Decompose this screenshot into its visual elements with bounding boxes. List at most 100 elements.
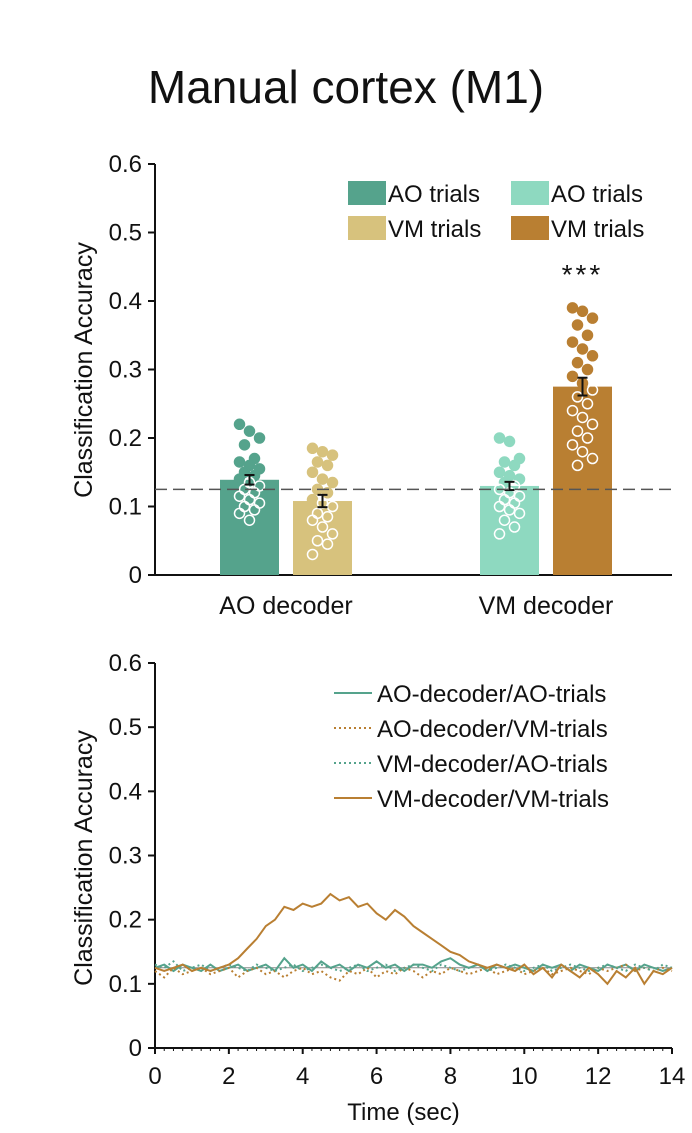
- data-point: [566, 439, 579, 451]
- bar-category-label: VM decoder: [479, 592, 614, 620]
- data-point: [321, 511, 334, 523]
- data-point: [306, 548, 319, 561]
- data-point: [576, 411, 589, 424]
- bar: [553, 386, 612, 575]
- data-point: [233, 473, 246, 485]
- line-x-tick-label: 8: [444, 1063, 457, 1090]
- data-point: [253, 432, 266, 444]
- bar-y-tick-label: 0.3: [109, 357, 142, 384]
- data-point: [576, 445, 589, 458]
- data-point: [581, 363, 594, 376]
- data-point: [306, 466, 319, 478]
- legend-label: AO trials: [388, 181, 480, 208]
- data-point: [326, 476, 339, 489]
- data-point: [311, 535, 324, 547]
- line-y-tick-label: 0.2: [109, 907, 142, 934]
- data-point: [581, 432, 594, 444]
- bar-y-axis-label: Classification Accuracy: [70, 242, 98, 498]
- data-point: [243, 425, 256, 437]
- bar-y-tick-label: 0.1: [109, 494, 142, 521]
- data-point: [326, 449, 339, 461]
- legend-label: AO trials: [551, 181, 643, 208]
- legend-label: AO-decoder/AO-trials: [377, 681, 606, 708]
- line-x-tick-label: 6: [370, 1063, 383, 1090]
- data-point: [493, 528, 506, 540]
- data-point: [493, 432, 506, 444]
- data-point: [586, 384, 599, 396]
- data-point: [566, 370, 579, 383]
- line-x-tick-label: 4: [296, 1063, 309, 1090]
- data-point: [503, 504, 516, 516]
- data-point: [316, 445, 329, 458]
- legend-swatch: [348, 181, 386, 205]
- data-point: [513, 473, 526, 485]
- line-x-tick-label: 10: [511, 1063, 538, 1090]
- legend-swatch: [348, 216, 386, 240]
- bar-y-tick-label: 0.4: [109, 288, 142, 315]
- line-x-tick-label: 0: [148, 1063, 161, 1090]
- legend-swatch: [511, 181, 549, 205]
- data-point: [566, 404, 579, 417]
- line-y-tick-label: 0.1: [109, 971, 142, 998]
- line-y-axis-label: Classification Accuracy: [70, 730, 98, 986]
- data-point: [571, 425, 584, 437]
- data-point: [566, 302, 579, 314]
- data-point: [493, 500, 506, 513]
- bar-y-tick-label: 0: [129, 562, 142, 589]
- line-y-tick-label: 0.6: [109, 650, 142, 677]
- data-point: [581, 329, 594, 341]
- bar-y-tick-label: 0.2: [109, 425, 142, 452]
- data-point: [576, 305, 589, 318]
- data-point: [586, 418, 599, 431]
- data-point: [248, 504, 261, 516]
- data-point: [326, 528, 339, 540]
- line-x-tick-label: 2: [222, 1063, 235, 1090]
- bar: [220, 479, 279, 575]
- data-point: [586, 452, 599, 465]
- legend-label: VM trials: [388, 216, 481, 243]
- data-point: [311, 456, 324, 468]
- series-line: [154, 960, 673, 973]
- data-point: [498, 456, 511, 468]
- data-point: [233, 490, 246, 502]
- data-point: [586, 350, 599, 362]
- legend-label: AO-decoder/VM-trials: [377, 716, 608, 743]
- data-point: [493, 466, 506, 478]
- data-point: [321, 538, 334, 550]
- data-point: [571, 356, 584, 369]
- data-point: [238, 439, 251, 451]
- line-y-tick-label: 0.5: [109, 714, 142, 741]
- data-point: [316, 473, 329, 485]
- data-point: [243, 514, 256, 526]
- data-point: [508, 459, 521, 472]
- line-y-tick-label: 0: [129, 1035, 142, 1062]
- data-point: [576, 343, 589, 355]
- data-point: [233, 507, 246, 520]
- line-x-tick-label: 14: [659, 1063, 686, 1090]
- data-point: [571, 459, 584, 472]
- data-point: [581, 398, 594, 410]
- data-point: [571, 319, 584, 331]
- data-point: [316, 521, 329, 533]
- series-line: [154, 892, 673, 986]
- data-point: [503, 435, 516, 448]
- legend-label: VM-decoder/VM-trials: [377, 786, 609, 813]
- data-point: [508, 521, 521, 533]
- data-point: [321, 459, 334, 472]
- bar-category-label: AO decoder: [219, 592, 352, 620]
- line-y-tick-label: 0.3: [109, 843, 142, 870]
- data-point: [566, 336, 579, 348]
- line-x-axis-label: Time (sec): [347, 1099, 459, 1126]
- data-point: [306, 442, 319, 455]
- data-point: [233, 418, 246, 431]
- significance-marker: ***: [562, 259, 604, 290]
- figure-title: Manual cortex (M1): [147, 61, 545, 113]
- data-point: [306, 493, 319, 506]
- data-point: [498, 514, 511, 526]
- bar-y-tick-label: 0.5: [109, 220, 142, 247]
- data-point: [571, 391, 584, 403]
- line-y-tick-label: 0.4: [109, 778, 142, 805]
- legend-label: VM-decoder/AO-trials: [377, 751, 608, 778]
- series-line: [154, 963, 673, 982]
